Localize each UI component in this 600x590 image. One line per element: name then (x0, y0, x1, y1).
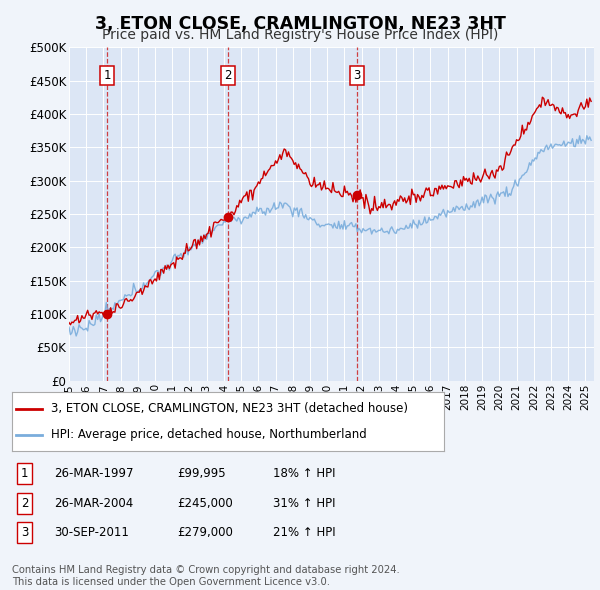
Text: 2: 2 (224, 69, 232, 82)
Text: £279,000: £279,000 (177, 526, 233, 539)
Text: HPI: Average price, detached house, Northumberland: HPI: Average price, detached house, Nort… (51, 428, 367, 441)
Text: £99,995: £99,995 (177, 467, 226, 480)
Text: 30-SEP-2011: 30-SEP-2011 (54, 526, 129, 539)
Text: 1: 1 (104, 69, 111, 82)
Text: 3, ETON CLOSE, CRAMLINGTON, NE23 3HT: 3, ETON CLOSE, CRAMLINGTON, NE23 3HT (95, 15, 505, 33)
Text: Price paid vs. HM Land Registry's House Price Index (HPI): Price paid vs. HM Land Registry's House … (102, 28, 498, 42)
Text: 31% ↑ HPI: 31% ↑ HPI (273, 497, 335, 510)
Text: 26-MAR-1997: 26-MAR-1997 (54, 467, 133, 480)
Text: 3: 3 (21, 526, 28, 539)
Text: Contains HM Land Registry data © Crown copyright and database right 2024.
This d: Contains HM Land Registry data © Crown c… (12, 565, 400, 587)
Text: 18% ↑ HPI: 18% ↑ HPI (273, 467, 335, 480)
Text: 21% ↑ HPI: 21% ↑ HPI (273, 526, 335, 539)
Text: 3: 3 (353, 69, 361, 82)
Text: 2: 2 (21, 497, 28, 510)
Text: 3, ETON CLOSE, CRAMLINGTON, NE23 3HT (detached house): 3, ETON CLOSE, CRAMLINGTON, NE23 3HT (de… (51, 402, 408, 415)
Text: 26-MAR-2004: 26-MAR-2004 (54, 497, 133, 510)
Text: £245,000: £245,000 (177, 497, 233, 510)
Text: 1: 1 (21, 467, 28, 480)
